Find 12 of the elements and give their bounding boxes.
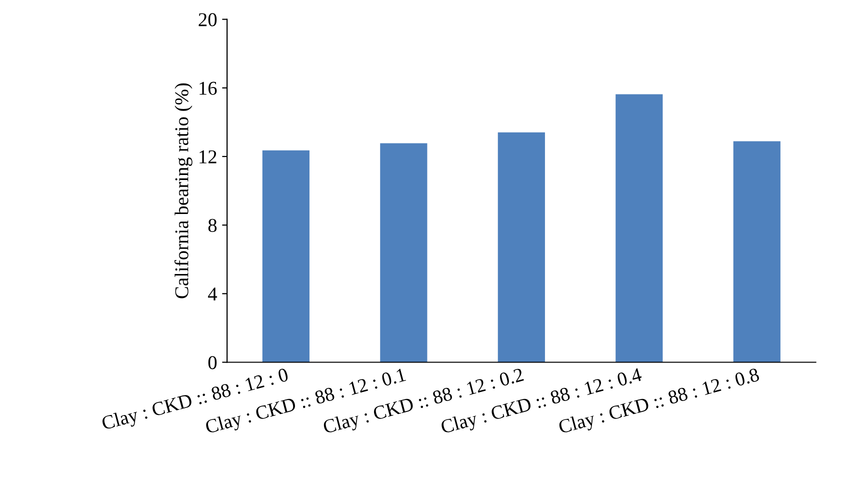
y-tick-label: 0 [208,356,217,370]
y-tick-label: 4 [208,288,218,300]
bar [380,143,428,362]
y-tick-label: 16 [200,82,217,95]
bar [616,94,663,362]
y-tick-label: 8 [208,218,217,232]
y-tick-label: 12 [200,150,216,164]
y-tick-label: 20 [198,13,217,26]
bar [733,141,780,362]
bar [262,150,310,362]
y-axis-title: California bearing ratio (%) [174,83,192,298]
bar [498,132,545,362]
